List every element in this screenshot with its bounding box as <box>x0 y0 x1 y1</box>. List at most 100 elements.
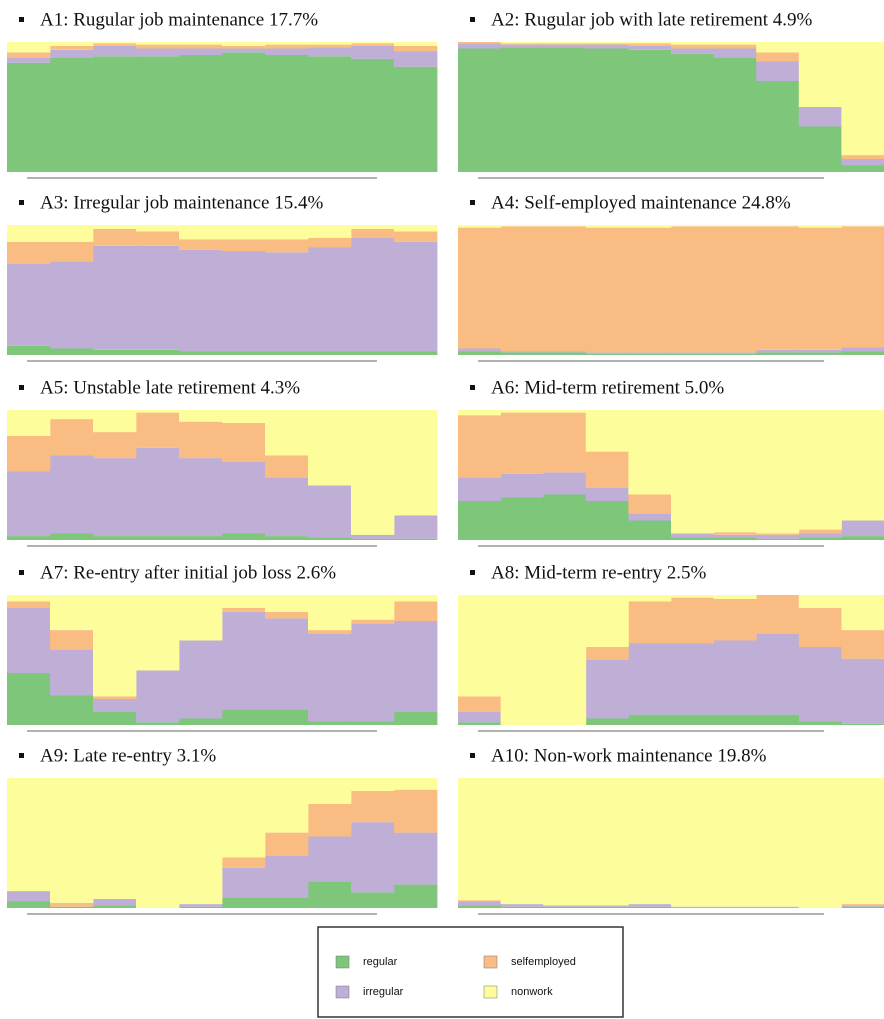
segment <box>308 410 352 486</box>
segment <box>351 410 395 535</box>
segment <box>93 458 137 537</box>
segment <box>628 514 672 521</box>
segment <box>50 225 94 242</box>
chart-title: A7: Re-entry after initial job loss 2.6% <box>40 562 336 583</box>
segment <box>93 905 137 908</box>
segment <box>585 660 629 719</box>
segment <box>222 42 266 46</box>
segment <box>50 595 94 631</box>
segment <box>713 48 757 58</box>
segment <box>628 410 672 495</box>
segment <box>543 44 587 48</box>
segment <box>50 241 94 262</box>
segment <box>394 778 438 790</box>
segment <box>50 533 94 540</box>
segment <box>756 714 800 725</box>
legend-swatch <box>483 955 498 969</box>
segment <box>136 42 180 45</box>
bullet <box>19 570 24 575</box>
segment <box>756 226 800 350</box>
segment <box>351 228 395 238</box>
segment <box>93 898 137 906</box>
segment <box>500 778 544 905</box>
segment <box>222 52 266 172</box>
segment <box>7 410 51 436</box>
segment <box>756 225 800 227</box>
segment <box>7 345 51 355</box>
segment <box>308 721 352 725</box>
segment <box>93 245 137 350</box>
segment <box>351 892 395 908</box>
segment <box>585 42 629 44</box>
segment <box>798 227 842 350</box>
segment <box>265 611 309 619</box>
segment <box>179 640 223 719</box>
segment <box>756 61 800 81</box>
segment <box>7 901 51 908</box>
segment <box>136 44 180 49</box>
segment <box>50 906 94 908</box>
segment <box>394 601 438 621</box>
segment <box>713 352 757 354</box>
segment <box>500 42 544 44</box>
segment <box>136 778 180 908</box>
segment <box>7 601 51 608</box>
segment <box>841 630 884 659</box>
segment <box>50 45 94 50</box>
segment <box>671 410 714 534</box>
bullet <box>19 17 24 22</box>
bullet <box>470 17 475 22</box>
segment <box>179 55 223 172</box>
segment <box>585 44 629 49</box>
segment <box>50 261 94 349</box>
segment <box>543 905 587 907</box>
segment <box>628 520 672 540</box>
segment <box>671 352 714 354</box>
segment <box>351 58 395 172</box>
segment <box>585 353 629 355</box>
segment <box>585 227 629 353</box>
segment <box>222 45 266 49</box>
segment <box>458 595 501 697</box>
segment <box>841 723 884 725</box>
chart-title: A5: Unstable late retirement 4.3% <box>40 377 300 398</box>
segment <box>500 352 544 355</box>
segment <box>798 225 842 228</box>
segment <box>798 349 842 353</box>
segment <box>50 42 94 46</box>
segment <box>265 239 309 253</box>
segment <box>136 722 180 725</box>
segment <box>458 410 501 416</box>
chart-title: A3: Irregular job maintenance 15.4% <box>40 192 323 213</box>
segment <box>7 536 51 540</box>
segment <box>308 247 352 352</box>
segment <box>7 778 51 892</box>
bullet <box>19 753 24 758</box>
segment <box>713 44 757 49</box>
segment <box>308 804 352 837</box>
segment <box>351 225 395 229</box>
segment <box>713 410 757 533</box>
segment <box>713 225 757 227</box>
chart-title: A1: Rugular job maintenance 17.7% <box>40 9 318 30</box>
chart-title: A6: Mid-term retirement 5.0% <box>491 377 724 398</box>
segment <box>136 48 180 57</box>
segment <box>628 43 672 46</box>
segment <box>628 643 672 715</box>
segment <box>543 225 587 227</box>
chart-title: A10: Non-work maintenance 19.8% <box>491 745 767 766</box>
segment <box>394 538 438 540</box>
segment <box>458 351 501 355</box>
segment <box>628 494 672 514</box>
segment <box>394 410 438 516</box>
segment <box>585 778 629 906</box>
legend-label: selfemployed <box>511 956 576 968</box>
segment <box>7 471 51 537</box>
segment <box>93 349 137 355</box>
legend-swatch <box>483 985 498 999</box>
segment <box>841 165 884 172</box>
segment <box>265 252 309 352</box>
segment <box>671 44 714 49</box>
segment <box>136 56 180 172</box>
